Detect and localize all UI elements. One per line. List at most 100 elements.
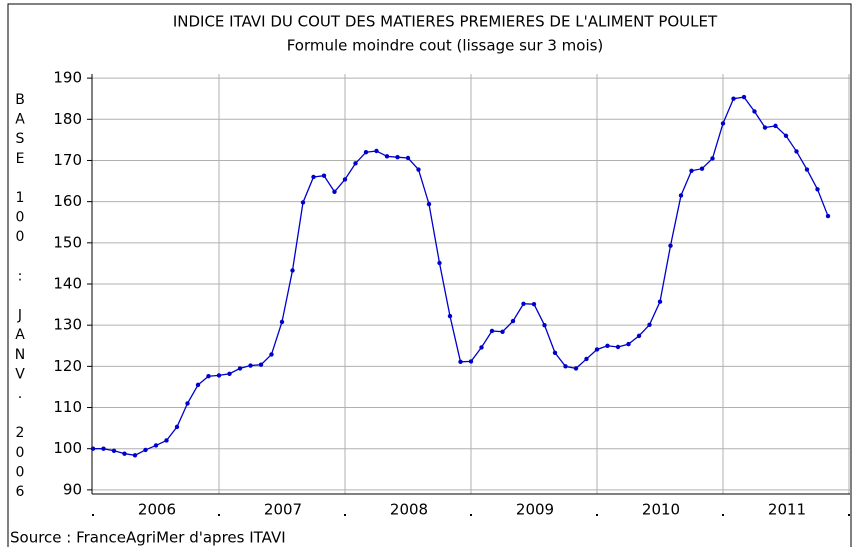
data-point xyxy=(647,322,652,327)
y-tick-label: 120 xyxy=(53,357,82,375)
data-point xyxy=(657,299,663,304)
data-point xyxy=(531,301,537,307)
data-point xyxy=(426,201,432,207)
data-point xyxy=(206,374,211,379)
data-point xyxy=(615,344,621,350)
x-tick xyxy=(344,514,346,516)
data-point xyxy=(500,329,505,334)
data-point xyxy=(468,359,474,364)
data-point xyxy=(804,167,810,172)
y-axis-label: BASE 100 : JANV. 2006 xyxy=(12,92,28,504)
data-point xyxy=(710,156,715,161)
data-point xyxy=(741,94,747,100)
data-point xyxy=(363,150,369,155)
y-tick-label: 100 xyxy=(53,439,82,457)
data-point xyxy=(122,451,127,456)
data-point xyxy=(321,173,327,178)
data-point xyxy=(405,155,411,161)
data-point xyxy=(132,453,138,458)
y-tick-label: 180 xyxy=(53,110,82,128)
y-tick-label: 110 xyxy=(53,398,82,416)
frame xyxy=(7,3,852,547)
chart-title: INDICE ITAVI DU COUT DES MATIERES PREMIE… xyxy=(173,13,718,31)
data-point xyxy=(447,313,453,319)
data-point xyxy=(825,213,831,219)
data-point xyxy=(563,364,568,369)
data-point xyxy=(542,322,547,328)
data-point xyxy=(111,448,117,453)
data-point xyxy=(762,125,768,130)
x-tick-label: 2008 xyxy=(390,501,428,519)
data-point xyxy=(416,167,421,172)
x-tick-label: 2007 xyxy=(264,501,302,519)
data-point xyxy=(311,174,316,180)
data-point xyxy=(794,149,799,154)
x-tick xyxy=(92,514,94,516)
x-tick-label: 2011 xyxy=(768,501,806,519)
x-tick-label: 2010 xyxy=(642,501,680,519)
data-point xyxy=(720,121,726,126)
chart-subtitle: Formule moindre cout (lissage sur 3 mois… xyxy=(287,37,604,55)
x-tick-label: 2009 xyxy=(516,501,554,519)
data-point xyxy=(731,96,736,101)
data-point xyxy=(269,352,274,357)
data-point xyxy=(489,328,495,334)
data-point xyxy=(353,161,358,166)
data-point xyxy=(521,301,526,306)
source: Source : FranceAgriMer d'apres ITAVI xyxy=(10,529,286,547)
data-point xyxy=(332,189,337,194)
data-point xyxy=(237,366,243,371)
y-tick-label: 190 xyxy=(53,69,82,87)
data-point xyxy=(290,268,295,273)
data-point xyxy=(479,345,484,350)
data-point xyxy=(279,319,285,325)
data-point xyxy=(626,341,631,347)
data-point xyxy=(437,260,442,266)
y-tick-label: 170 xyxy=(53,151,82,169)
data-point xyxy=(552,350,558,355)
data-point xyxy=(248,363,253,368)
data-point xyxy=(458,359,463,365)
data-point xyxy=(773,123,778,129)
data-point xyxy=(668,243,673,248)
data-point xyxy=(510,318,516,324)
data-point xyxy=(384,154,390,159)
data-point xyxy=(153,443,159,448)
data-point xyxy=(584,356,589,362)
x-tick xyxy=(722,514,724,516)
y-tick-label: 150 xyxy=(53,233,82,251)
data-line xyxy=(93,96,829,456)
x-tick xyxy=(218,514,220,516)
x-tick-label: 2006 xyxy=(138,501,176,519)
data-point xyxy=(342,177,348,182)
data-point xyxy=(90,446,96,451)
data-point xyxy=(783,133,789,138)
data-point xyxy=(227,371,232,376)
data-point xyxy=(815,187,820,192)
data-point xyxy=(185,401,190,406)
data-point xyxy=(216,373,222,378)
x-tick xyxy=(470,514,472,516)
data-point xyxy=(689,168,694,173)
y-tick-label: 140 xyxy=(53,275,82,293)
y-tick-label: 130 xyxy=(53,316,82,334)
data-point xyxy=(258,362,264,367)
data-point xyxy=(374,148,379,154)
data-point xyxy=(573,366,579,371)
y-tick-label: 90 xyxy=(63,480,82,498)
data-point xyxy=(678,193,684,198)
data-point xyxy=(605,343,610,348)
x-tick xyxy=(596,514,598,516)
data-point xyxy=(752,109,757,114)
data-point xyxy=(636,333,642,339)
data-point xyxy=(395,154,400,160)
data-point xyxy=(174,424,180,430)
data-point xyxy=(300,200,306,205)
data-point xyxy=(143,447,148,453)
x-tick xyxy=(848,514,850,516)
data-point xyxy=(101,446,106,451)
data-point xyxy=(195,382,201,388)
data-point xyxy=(699,166,705,171)
